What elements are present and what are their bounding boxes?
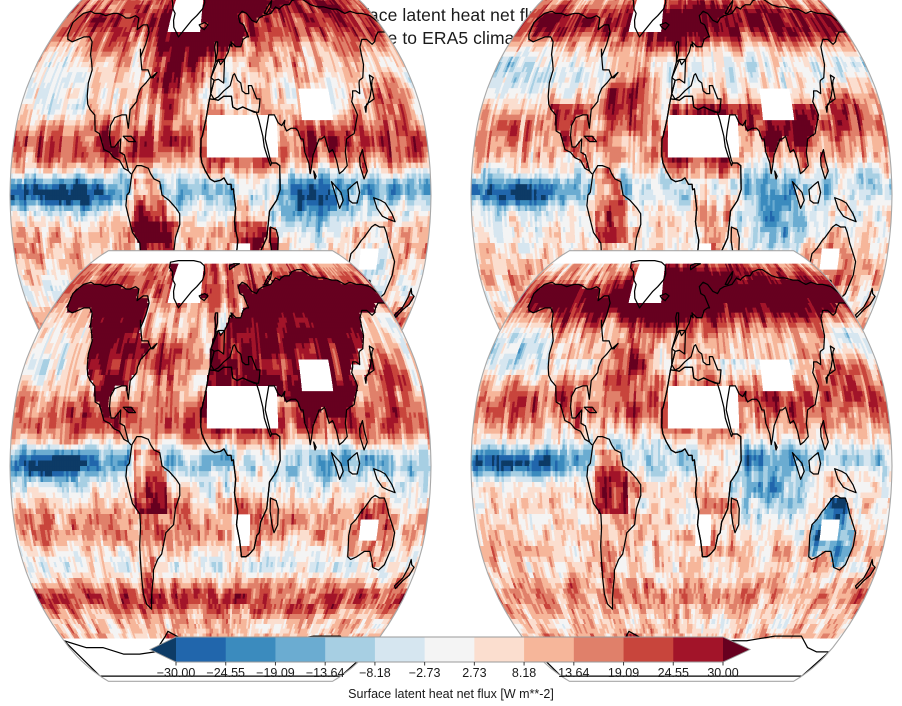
colorbar-tick-label: −2.73 — [409, 666, 441, 680]
map-panel-son[interactable]: SON — [461, 250, 902, 682]
colorbar-tick-label: −30.00 — [157, 666, 196, 680]
colorbar-tick-label: 13.64 — [558, 666, 589, 680]
colorbar-tick-label: 24.55 — [658, 666, 689, 680]
colorbar-tick-labels: −30.00 −24.55 −19.09 −13.64 −8.18 −2.73 2.73 8.… — [146, 666, 756, 682]
colorbar-tick-label: 19.09 — [608, 666, 639, 680]
colorbar-tick-label: −24.55 — [206, 666, 245, 680]
map-image-jja — [9, 250, 432, 682]
colorbar-tick-label: −13.64 — [306, 666, 345, 680]
colorbar-tick-label: −8.18 — [359, 666, 391, 680]
colorbar-tick-label: 30.00 — [707, 666, 738, 680]
map-canvas-son — [461, 250, 902, 682]
colorbar-gradient — [148, 636, 752, 666]
colorbar-tick-label: −19.09 — [256, 666, 295, 680]
colorbar-axis-label: Surface latent heat net flux [W m**-2] — [0, 687, 902, 701]
colorbar-tick-label: 8.18 — [512, 666, 536, 680]
figure-title-line2: relative to ERA5 climatology — [0, 27, 902, 50]
colorbar-tick-label: 2.73 — [462, 666, 486, 680]
map-panel-jja[interactable]: JJA — [0, 250, 441, 682]
map-canvas-jja — [0, 250, 441, 682]
colorbar[interactable] — [146, 634, 756, 666]
map-image-son — [470, 250, 893, 682]
